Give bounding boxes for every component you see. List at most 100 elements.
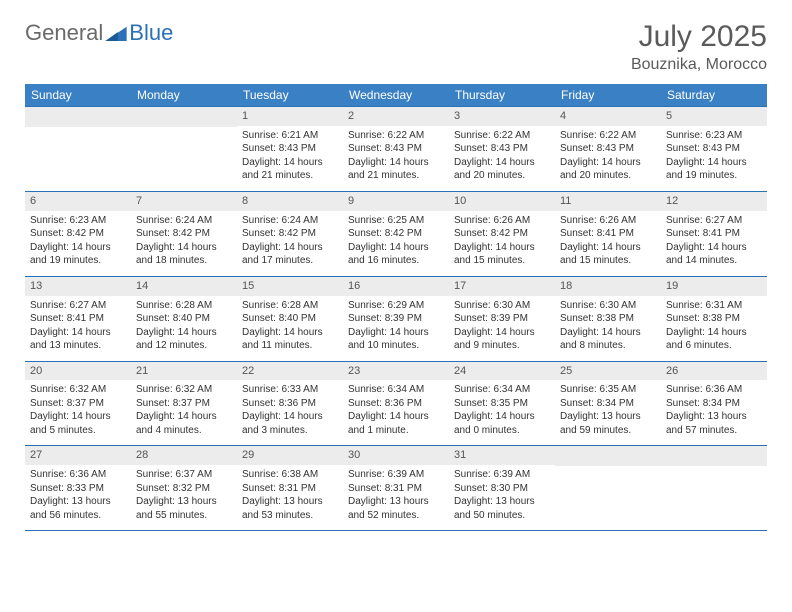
sunrise-text: Sunrise: 6:39 AM	[348, 468, 444, 482]
daylight-text: and 0 minutes.	[454, 424, 550, 438]
sunset-text: Sunset: 8:38 PM	[666, 312, 762, 326]
sunrise-text: Sunrise: 6:39 AM	[454, 468, 550, 482]
daynum-empty	[661, 446, 767, 466]
weekday-header: Tuesday	[237, 84, 343, 107]
daylight-text: and 21 minutes.	[348, 169, 444, 183]
calendar-table: SundayMondayTuesdayWednesdayThursdayFrid…	[25, 84, 767, 531]
daylight-text: and 14 minutes.	[666, 254, 762, 268]
daylight-text: Daylight: 14 hours	[454, 410, 550, 424]
sunset-text: Sunset: 8:34 PM	[560, 397, 656, 411]
sunset-text: Sunset: 8:42 PM	[136, 227, 232, 241]
daylight-text: Daylight: 14 hours	[242, 156, 338, 170]
day-details: Sunrise: 6:34 AMSunset: 8:36 PMDaylight:…	[343, 380, 449, 445]
daylight-text: and 20 minutes.	[454, 169, 550, 183]
calendar-cell: 15Sunrise: 6:28 AMSunset: 8:40 PMDayligh…	[237, 276, 343, 361]
calendar-cell: 8Sunrise: 6:24 AMSunset: 8:42 PMDaylight…	[237, 191, 343, 276]
day-details: Sunrise: 6:39 AMSunset: 8:30 PMDaylight:…	[449, 465, 555, 530]
day-details: Sunrise: 6:23 AMSunset: 8:43 PMDaylight:…	[661, 126, 767, 191]
daylight-text: Daylight: 13 hours	[666, 410, 762, 424]
calendar-week-row: 13Sunrise: 6:27 AMSunset: 8:41 PMDayligh…	[25, 276, 767, 361]
daylight-text: and 57 minutes.	[666, 424, 762, 438]
day-number: 29	[237, 446, 343, 465]
sunrise-text: Sunrise: 6:32 AM	[136, 383, 232, 397]
day-details: Sunrise: 6:27 AMSunset: 8:41 PMDaylight:…	[25, 296, 131, 361]
daylight-text: Daylight: 14 hours	[348, 241, 444, 255]
daylight-text: Daylight: 14 hours	[30, 326, 126, 340]
daylight-text: Daylight: 14 hours	[454, 156, 550, 170]
day-details: Sunrise: 6:29 AMSunset: 8:39 PMDaylight:…	[343, 296, 449, 361]
sunrise-text: Sunrise: 6:26 AM	[560, 214, 656, 228]
weekday-header: Friday	[555, 84, 661, 107]
sunset-text: Sunset: 8:30 PM	[454, 482, 550, 496]
day-number: 16	[343, 277, 449, 296]
logo-text-general: General	[25, 20, 103, 46]
day-number: 27	[25, 446, 131, 465]
day-number: 30	[343, 446, 449, 465]
sunrise-text: Sunrise: 6:28 AM	[242, 299, 338, 313]
daylight-text: and 15 minutes.	[454, 254, 550, 268]
calendar-cell: 29Sunrise: 6:38 AMSunset: 8:31 PMDayligh…	[237, 446, 343, 531]
sunset-text: Sunset: 8:40 PM	[136, 312, 232, 326]
sunrise-text: Sunrise: 6:27 AM	[30, 299, 126, 313]
day-number: 9	[343, 192, 449, 211]
logo: General Blue	[25, 20, 173, 46]
sunrise-text: Sunrise: 6:22 AM	[560, 129, 656, 143]
sunset-text: Sunset: 8:39 PM	[348, 312, 444, 326]
daylight-text: and 20 minutes.	[560, 169, 656, 183]
sunset-text: Sunset: 8:42 PM	[454, 227, 550, 241]
calendar-cell: 6Sunrise: 6:23 AMSunset: 8:42 PMDaylight…	[25, 191, 131, 276]
daylight-text: Daylight: 13 hours	[454, 495, 550, 509]
calendar-cell: 1Sunrise: 6:21 AMSunset: 8:43 PMDaylight…	[237, 107, 343, 192]
sunset-text: Sunset: 8:43 PM	[560, 142, 656, 156]
daylight-text: Daylight: 14 hours	[242, 241, 338, 255]
sunset-text: Sunset: 8:42 PM	[30, 227, 126, 241]
calendar-cell: 7Sunrise: 6:24 AMSunset: 8:42 PMDaylight…	[131, 191, 237, 276]
daylight-text: Daylight: 14 hours	[348, 156, 444, 170]
daylight-text: and 56 minutes.	[30, 509, 126, 523]
sunset-text: Sunset: 8:43 PM	[348, 142, 444, 156]
daylight-text: and 19 minutes.	[30, 254, 126, 268]
sunset-text: Sunset: 8:42 PM	[348, 227, 444, 241]
day-number: 12	[661, 192, 767, 211]
day-details: Sunrise: 6:24 AMSunset: 8:42 PMDaylight:…	[237, 211, 343, 276]
day-number: 14	[131, 277, 237, 296]
calendar-cell: 18Sunrise: 6:30 AMSunset: 8:38 PMDayligh…	[555, 276, 661, 361]
weekday-header-row: SundayMondayTuesdayWednesdayThursdayFrid…	[25, 84, 767, 107]
sunset-text: Sunset: 8:39 PM	[454, 312, 550, 326]
calendar-cell	[661, 446, 767, 531]
daylight-text: Daylight: 14 hours	[560, 241, 656, 255]
sunrise-text: Sunrise: 6:38 AM	[242, 468, 338, 482]
daylight-text: and 11 minutes.	[242, 339, 338, 353]
sunset-text: Sunset: 8:37 PM	[30, 397, 126, 411]
daylight-text: and 50 minutes.	[454, 509, 550, 523]
day-number: 10	[449, 192, 555, 211]
day-number: 22	[237, 362, 343, 381]
calendar-cell: 30Sunrise: 6:39 AMSunset: 8:31 PMDayligh…	[343, 446, 449, 531]
sunrise-text: Sunrise: 6:28 AM	[136, 299, 232, 313]
weekday-header: Monday	[131, 84, 237, 107]
calendar-cell: 22Sunrise: 6:33 AMSunset: 8:36 PMDayligh…	[237, 361, 343, 446]
day-details: Sunrise: 6:22 AMSunset: 8:43 PMDaylight:…	[449, 126, 555, 191]
day-number: 8	[237, 192, 343, 211]
weekday-header: Thursday	[449, 84, 555, 107]
sunset-text: Sunset: 8:35 PM	[454, 397, 550, 411]
daylight-text: and 16 minutes.	[348, 254, 444, 268]
day-details: Sunrise: 6:31 AMSunset: 8:38 PMDaylight:…	[661, 296, 767, 361]
daylight-text: and 12 minutes.	[136, 339, 232, 353]
day-number: 15	[237, 277, 343, 296]
daylight-text: Daylight: 14 hours	[136, 326, 232, 340]
calendar-cell: 12Sunrise: 6:27 AMSunset: 8:41 PMDayligh…	[661, 191, 767, 276]
day-number: 17	[449, 277, 555, 296]
day-details: Sunrise: 6:21 AMSunset: 8:43 PMDaylight:…	[237, 126, 343, 191]
sunrise-text: Sunrise: 6:36 AM	[30, 468, 126, 482]
calendar-cell: 13Sunrise: 6:27 AMSunset: 8:41 PMDayligh…	[25, 276, 131, 361]
day-number: 4	[555, 107, 661, 126]
daylight-text: and 19 minutes.	[666, 169, 762, 183]
day-details: Sunrise: 6:33 AMSunset: 8:36 PMDaylight:…	[237, 380, 343, 445]
day-details: Sunrise: 6:26 AMSunset: 8:41 PMDaylight:…	[555, 211, 661, 276]
calendar-cell: 26Sunrise: 6:36 AMSunset: 8:34 PMDayligh…	[661, 361, 767, 446]
day-details: Sunrise: 6:27 AMSunset: 8:41 PMDaylight:…	[661, 211, 767, 276]
calendar-cell: 17Sunrise: 6:30 AMSunset: 8:39 PMDayligh…	[449, 276, 555, 361]
daylight-text: Daylight: 14 hours	[30, 241, 126, 255]
daylight-text: Daylight: 14 hours	[136, 241, 232, 255]
